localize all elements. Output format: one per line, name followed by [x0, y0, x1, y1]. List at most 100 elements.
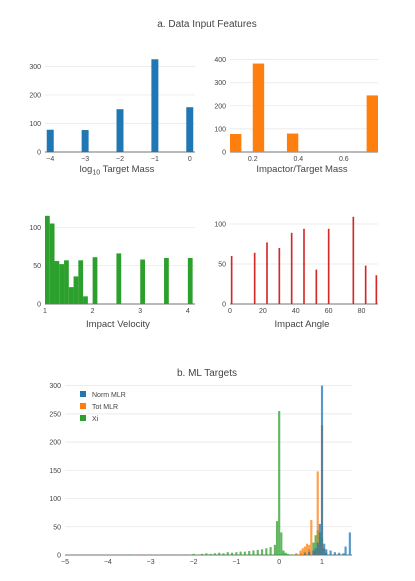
histogram-bar — [253, 252, 256, 304]
histogram-bar — [116, 109, 124, 152]
impact-velocity-xlabel: Impact Velocity — [86, 319, 150, 330]
histogram-bar — [230, 256, 233, 304]
x-tick-label: 0.2 — [248, 156, 258, 163]
x-tick-label: −5 — [61, 559, 69, 566]
y-tick-label: 50 — [218, 262, 226, 269]
ml-targets-histogram: 0 50 100 150 200 250 300 −5 −4 −3 −2 −1 0 1 — [49, 383, 352, 566]
x-tick-label: −2 — [116, 156, 124, 163]
xi-bar — [256, 549, 259, 555]
xi-bar — [290, 554, 294, 555]
histogram-bar — [186, 107, 194, 152]
x-tick-label: 0.6 — [339, 156, 349, 163]
xi-bar — [235, 552, 238, 555]
x-tick-label: 1 — [320, 559, 324, 566]
xi-bar — [282, 550, 285, 555]
xi-bar — [218, 552, 221, 555]
xi-bar — [239, 551, 242, 555]
y-tick-label: 0 — [37, 302, 41, 309]
histogram-bar — [92, 257, 98, 304]
norm-mlr-bar — [344, 546, 347, 555]
y-tick-label: 50 — [53, 524, 61, 531]
x-tick-label: 3 — [138, 308, 142, 315]
x-tick-label: 1 — [43, 308, 47, 315]
impact-angle-histogram: 0 50 100 0 20 40 60 80 — [214, 216, 378, 315]
xi-bar — [222, 553, 225, 555]
impact-velocity-histogram: 0 50 100 1 2 3 4 — [29, 215, 195, 315]
legend-swatch-norm-mlr — [80, 391, 86, 397]
xi-bar — [260, 549, 264, 555]
xi-bar — [312, 542, 315, 555]
histogram-bar — [266, 242, 268, 304]
histogram-bar — [151, 59, 159, 152]
xi-bar — [230, 552, 234, 555]
histogram-bar — [46, 129, 54, 152]
legend-label-norm-mlr: Norm MLR — [92, 392, 126, 399]
tot-mlr-bar — [316, 471, 319, 555]
histogram-bar — [49, 223, 55, 304]
y-tick-label: 100 — [29, 121, 41, 128]
xi-bar — [286, 553, 289, 555]
xi-bar — [284, 552, 287, 555]
norm-mlr-bar — [303, 553, 306, 555]
histogram-bar — [375, 275, 378, 304]
histogram-bar — [364, 265, 367, 304]
norm-mlr-bar — [312, 550, 315, 555]
y-tick-label: 100 — [214, 222, 226, 229]
y-tick-label: 50 — [33, 263, 41, 270]
histogram-bar — [187, 258, 193, 304]
xi-bar — [183, 554, 187, 555]
impactor-target-mass-xlabel: Impactor/Target Mass — [256, 164, 348, 175]
histogram-bar — [366, 95, 378, 152]
xi-bar — [201, 553, 204, 555]
histogram-bar — [64, 260, 69, 304]
norm-mlr-bar — [316, 542, 319, 555]
ml-targets-legend: Norm MLR Tot MLR Xi — [80, 391, 126, 423]
x-tick-label: −2 — [190, 559, 198, 566]
histogram-bar — [303, 228, 305, 304]
norm-mlr-bar — [333, 552, 336, 555]
xi-bar — [273, 544, 276, 555]
histogram-bar — [327, 228, 330, 304]
x-tick-label: 0 — [277, 559, 281, 566]
x-tick-label: 0 — [228, 308, 232, 315]
legend-swatch-xi — [80, 415, 86, 421]
tot-mlr-bar — [301, 548, 304, 555]
norm-mlr-bar — [323, 543, 326, 555]
x-tick-label: 60 — [325, 308, 333, 315]
x-tick-label: 0 — [188, 156, 192, 163]
norm-mlr-bar — [338, 552, 341, 555]
xi-bar — [243, 551, 246, 555]
xi-bar — [269, 547, 272, 555]
y-tick-label: 100 — [29, 225, 41, 232]
y-tick-label: 200 — [49, 440, 61, 447]
y-tick-label: 0 — [37, 150, 41, 157]
log-target-mass-xlabel: log10 Target Mass — [80, 164, 155, 177]
y-tick-label: 200 — [214, 103, 226, 110]
tot-mlr-bar — [303, 546, 306, 555]
section-b-title: b. ML Targets — [177, 368, 237, 379]
norm-mlr-bar — [314, 548, 317, 555]
x-tick-label: 4 — [186, 308, 190, 315]
xi-bar — [252, 550, 255, 555]
y-tick-label: 100 — [214, 126, 226, 133]
x-tick-label: 2 — [91, 308, 95, 315]
xi-bar — [248, 551, 251, 555]
histogram-bar — [73, 276, 79, 304]
x-tick-label: −1 — [232, 559, 240, 566]
histogram-bar — [81, 130, 89, 152]
impactor-target-mass-histogram: 0 100 200 300 400 0.2 0.4 0.6 — [214, 57, 378, 163]
legend-label-xi: Xi — [92, 416, 99, 423]
norm-mlr-bar — [318, 523, 321, 555]
y-tick-label: 250 — [49, 411, 61, 418]
histogram-bar — [140, 259, 145, 304]
histogram-bar — [68, 287, 74, 304]
histogram-bar — [286, 133, 299, 152]
section-a-title: a. Data Input Features — [157, 19, 257, 30]
histogram-bar — [59, 264, 65, 304]
histogram-bar — [352, 216, 355, 304]
xi-bar — [128, 554, 131, 555]
tot-mlr-bar — [299, 550, 302, 555]
norm-mlr-bar — [308, 552, 311, 555]
y-tick-label: 150 — [49, 468, 61, 475]
histogram-bar — [252, 63, 265, 152]
